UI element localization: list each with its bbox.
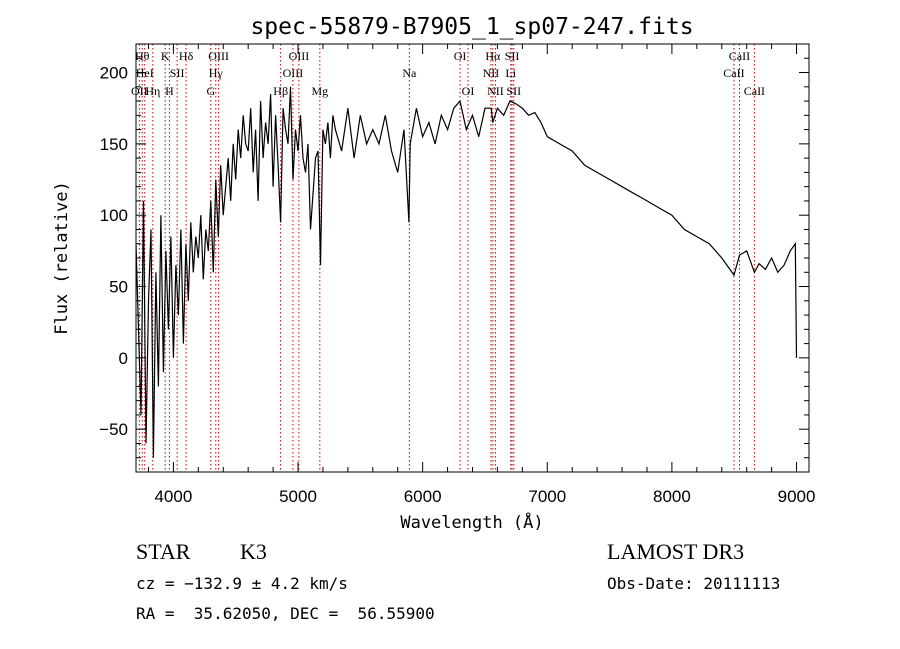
x-axis-label: Wavelength (Å) [400,511,543,533]
spectrum-line [135,86,798,458]
obs-date: Obs-Date: 20111113 [607,574,781,593]
y-tick-label: 150 [100,135,128,154]
line-label-1: OII [131,84,148,98]
x-tick-label: 5000 [279,487,317,506]
line-label-18: NII [483,66,500,80]
y-tick-label: 0 [119,349,128,368]
line-label-4: K [161,49,170,63]
line-label-15: Na [402,66,417,80]
x-tick-label: 9000 [778,487,816,506]
x-tick-label: 7000 [528,487,566,506]
line-label-22: SII [505,49,520,63]
line-label-13: OIII [289,49,310,63]
line-label-20: NII [487,84,504,98]
x-axis-ticks: 4000 5000 6000 7000 8000 9000 [147,44,816,506]
emission-line-labels: HθOIIHeIHηKHSIIHδGHγOIIIHβOIIIOIIIMgNaOI… [131,49,765,98]
y-axis-label: Flux (relative) [52,181,72,335]
line-label-26: CaII [744,84,765,98]
x-tick-label: 4000 [154,487,192,506]
line-label-16: OI [454,49,467,63]
emission-line-markers [138,44,755,472]
line-label-12: OIII [283,66,304,80]
line-label-24: CaII [723,66,744,80]
line-label-10: OIII [208,49,229,63]
chart-title: spec-55879-B7905_1_sp07-247.fits [250,14,693,40]
line-label-19: Hα [485,49,501,63]
line-label-5: H [165,84,174,98]
line-label-11: Hβ [273,84,288,98]
line-label-14: Mg [311,84,328,98]
line-label-17: OI [462,84,475,98]
line-label-7: Hδ [179,49,194,63]
y-tick-label: 200 [100,64,128,83]
line-label-0: Hθ [135,49,150,63]
line-label-21: Li [505,66,516,80]
y-axis-ticks: −50 0 50 100 150 200 [99,43,809,473]
line-label-9: Hγ [209,66,224,80]
coordinates: RA = 35.62050, DEC = 56.55900 [136,604,435,623]
survey-name: LAMOST DR3 [607,539,745,564]
line-label-8: G [206,84,215,98]
y-tick-label: 100 [100,206,128,225]
y-tick-label: 50 [109,278,128,297]
object-subclass: K3 [240,539,267,564]
redshift-info: cz = −132.9 ± 4.2 km/s [136,574,348,593]
x-tick-label: 6000 [404,487,442,506]
y-tick-label: −50 [99,420,128,439]
object-class: STAR [136,539,191,564]
line-label-3: Hη [145,84,160,98]
line-label-6: SII [170,66,185,80]
line-label-25: CaII [729,49,750,63]
line-label-23: SII [506,84,521,98]
x-tick-label: 8000 [653,487,691,506]
plot-frame [135,43,810,473]
